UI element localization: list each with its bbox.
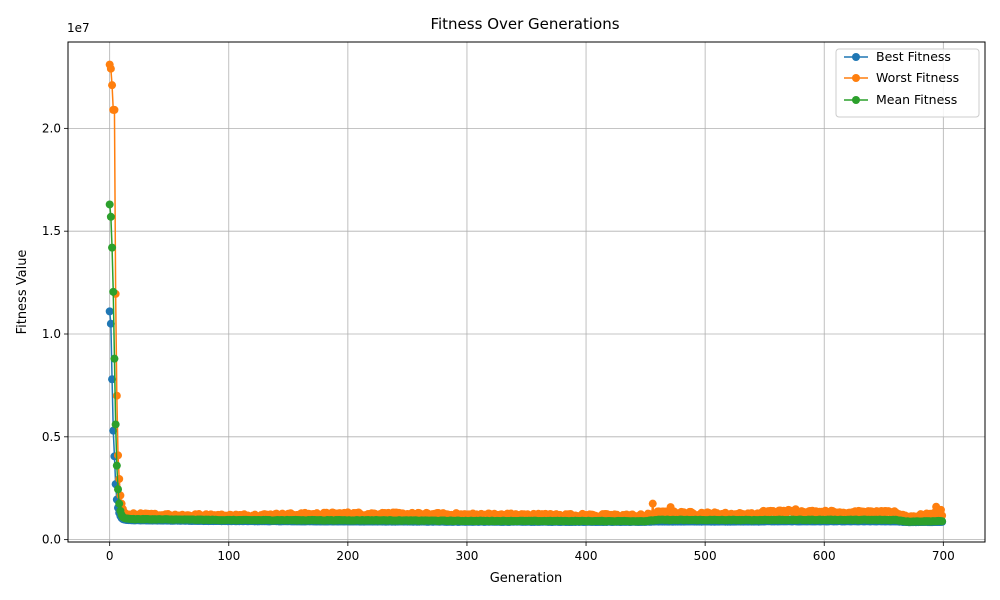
x-tick-label: 0 <box>106 549 114 563</box>
y-tick-label: 0.0 <box>42 533 61 547</box>
data-point <box>111 420 120 429</box>
x-tick-label: 500 <box>694 549 717 563</box>
x-tick-label: 200 <box>336 549 359 563</box>
y-tick-label: 1.5 <box>42 224 61 238</box>
grid-lines <box>68 42 985 542</box>
y-offset-text: 1e7 <box>67 21 90 35</box>
data-point <box>106 319 115 328</box>
y-tick-label: 0.5 <box>42 430 61 444</box>
x-axis-label: Generation <box>490 571 563 586</box>
data-point <box>109 287 118 296</box>
x-tick-label: 600 <box>813 549 836 563</box>
data-point <box>108 243 117 252</box>
chart-title: Fitness Over Generations <box>430 15 619 33</box>
data-point <box>106 212 115 221</box>
data-point <box>114 485 123 494</box>
axis-ticks: 0 100 200 300 400 500 600 700 0.0 0.5 1.0 1.5 2.0 <box>42 121 955 563</box>
data-point <box>115 474 124 483</box>
data-point <box>105 200 114 209</box>
data-point <box>114 451 123 460</box>
series-layer <box>105 60 947 527</box>
data-point <box>108 81 117 90</box>
data-point <box>112 461 121 470</box>
data-point <box>115 499 124 508</box>
data-point <box>105 307 114 316</box>
y-axis-label: Fitness Value <box>15 250 30 335</box>
y-tick-label: 2.0 <box>42 121 61 135</box>
data-point <box>648 499 657 508</box>
legend: Best Fitness Worst Fitness Mean Fitness <box>835 48 980 118</box>
data-point <box>112 391 121 400</box>
data-point <box>106 64 115 73</box>
series-mean-fitness <box>105 200 947 526</box>
plot-frame <box>67 41 986 543</box>
legend-label-best: Best Fitness <box>876 49 951 64</box>
x-tick-label: 300 <box>456 549 479 563</box>
data-point <box>110 105 119 114</box>
x-tick-label: 700 <box>932 549 955 563</box>
legend-marker-best <box>852 53 860 61</box>
y-tick-label: 1.0 <box>42 327 61 341</box>
legend-label-worst: Worst Fitness <box>876 70 959 85</box>
x-tick-label: 100 <box>217 549 240 563</box>
legend-label-mean: Mean Fitness <box>876 92 957 107</box>
x-tick-label: 400 <box>575 549 598 563</box>
data-point <box>938 517 947 526</box>
legend-marker-worst <box>852 74 860 82</box>
legend-marker-mean <box>852 96 860 104</box>
legend-box <box>835 48 980 118</box>
data-point <box>110 354 119 363</box>
